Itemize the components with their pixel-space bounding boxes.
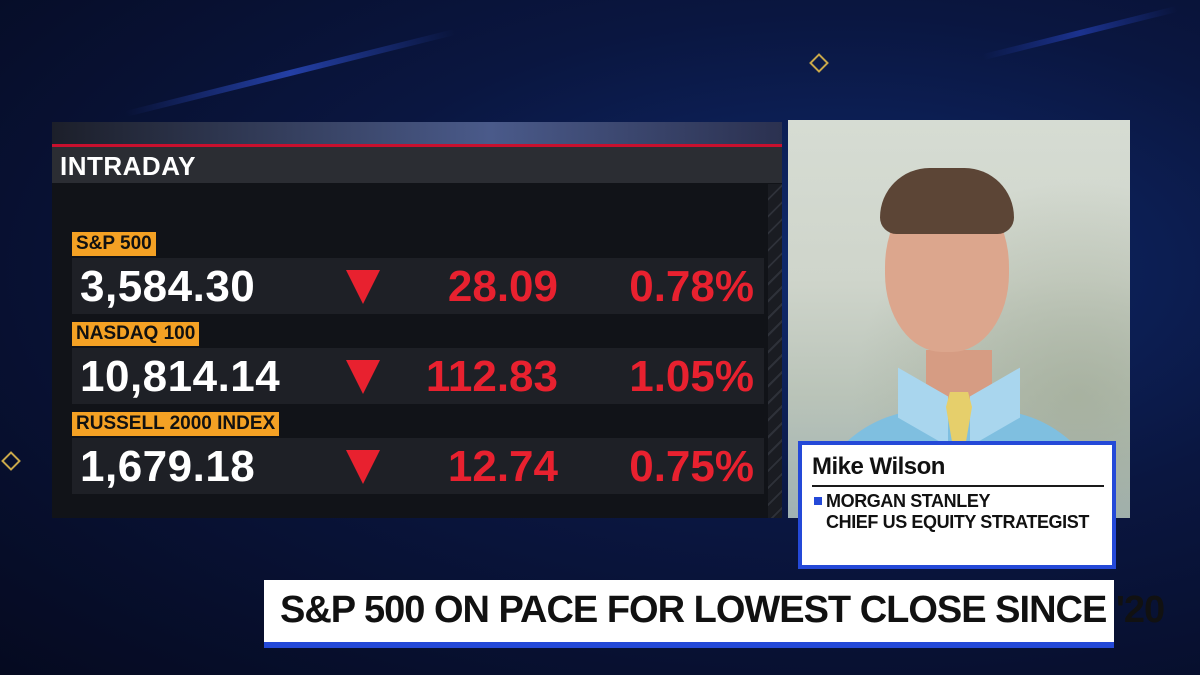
panel-title: INTRADAY — [60, 151, 196, 181]
index-value: 1,679.18 — [80, 442, 256, 491]
index-row: 10,814.14 112.83 1.05% — [72, 348, 764, 404]
index-change: 12.74 — [447, 442, 558, 491]
guest-name-card: Mike Wilson MORGAN STANLEY CHIEF US EQUI… — [798, 441, 1116, 569]
headline-text: S&P 500 ON PACE FOR LOWEST CLOSE SINCE '… — [280, 589, 1165, 631]
panel-edge-decoration — [768, 184, 782, 518]
index-percent: 1.05% — [629, 352, 754, 401]
index-row: 3,584.30 28.09 0.78% — [72, 258, 764, 314]
index-change: 28.09 — [447, 262, 558, 311]
diamond-decoration — [809, 53, 829, 73]
guest-affiliation: MORGAN STANLEY — [826, 491, 991, 511]
down-triangle-icon — [346, 450, 380, 484]
light-streak — [124, 28, 456, 118]
down-triangle-icon — [346, 360, 380, 394]
panel-header: INTRADAY — [52, 147, 782, 183]
index-value: 10,814.14 — [80, 352, 281, 401]
index-value: 3,584.30 — [80, 262, 256, 311]
index-row: 1,679.18 12.74 0.75% — [72, 438, 764, 494]
panel-top-bar — [52, 122, 782, 144]
down-triangle-icon — [346, 270, 380, 304]
index-change: 112.83 — [425, 352, 558, 401]
headline-banner: S&P 500 ON PACE FOR LOWEST CLOSE SINCE '… — [264, 580, 1165, 648]
intraday-panel: INTRADAY S&P 500 3,584.30 28.09 0.78% NA… — [52, 122, 782, 518]
index-percent: 0.78% — [629, 262, 754, 311]
guest-role: CHIEF US EQUITY STRATEGIST — [826, 512, 1089, 532]
index-label: S&P 500 — [72, 232, 156, 256]
light-streak — [982, 5, 1178, 61]
panel-divider — [52, 144, 782, 147]
guest-name: Mike Wilson — [812, 453, 945, 480]
guest-hair — [880, 168, 1014, 234]
index-percent: 0.75% — [629, 442, 754, 491]
diamond-decoration — [1, 451, 21, 471]
index-label: RUSSELL 2000 INDEX — [72, 412, 280, 436]
square-bullet-icon — [814, 497, 822, 505]
index-label: NASDAQ 100 — [72, 322, 200, 346]
name-divider — [812, 485, 1104, 487]
